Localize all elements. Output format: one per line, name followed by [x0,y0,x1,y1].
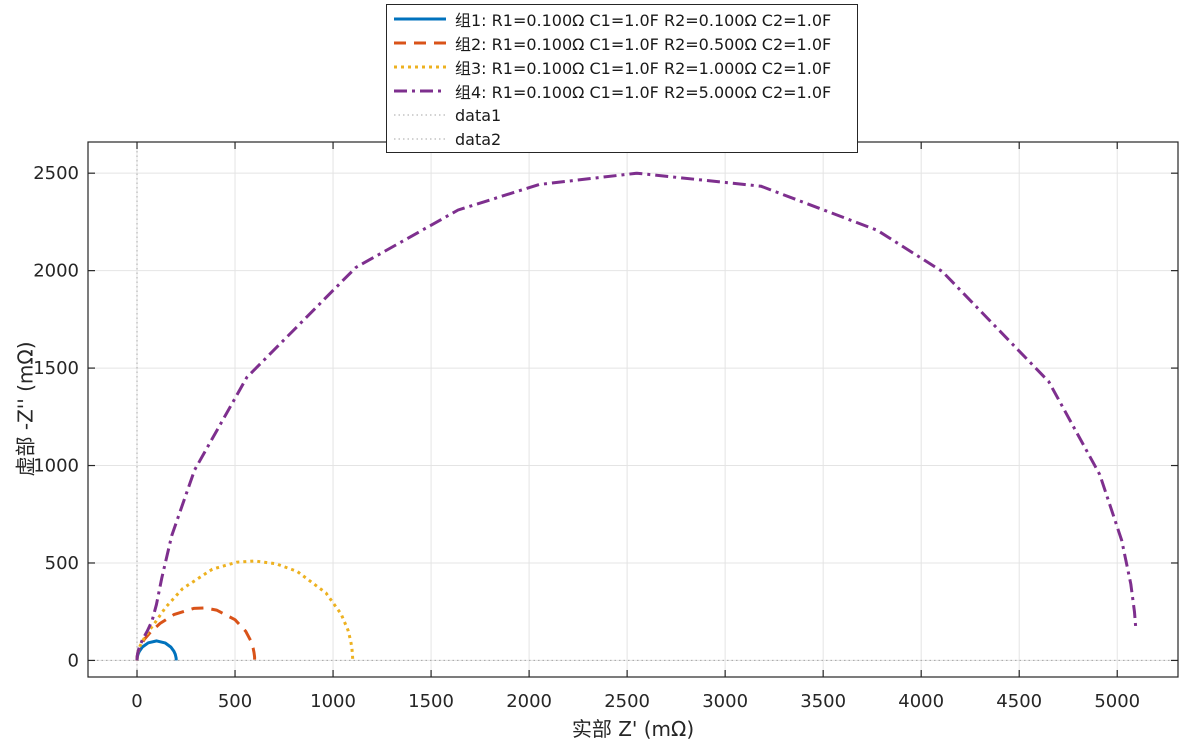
x-tick-label: 5000 [1094,691,1140,712]
y-tick-label: 2000 [33,261,79,282]
legend-item: 组2: R1=0.100Ω C1=1.0F R2=0.500Ω C2=1.0F [387,31,857,55]
legend-item: data2 [387,127,857,151]
series-curve-4 [135,171,1138,662]
x-tick-label: 2000 [506,691,552,712]
legend: 组1: R1=0.100Ω C1=1.0F R2=0.100Ω C2=1.0F 组… [386,4,858,153]
y-axis-label: 虚部 -Z'' (mΩ) [13,341,38,477]
x-tick-label: 3000 [702,691,748,712]
y-tick-label: 500 [45,553,79,574]
legend-item-label: 组4: R1=0.100Ω C1=1.0F R2=5.000Ω C2=1.0F [455,83,832,102]
y-tick-label: 1000 [33,456,79,477]
x-tick-label: 3500 [800,691,846,712]
x-tick-label: 1000 [310,691,356,712]
series-curve-2 [135,606,257,662]
legend-item-label: 组3: R1=0.100Ω C1=1.0F R2=1.000Ω C2=1.0F [455,59,832,78]
x-tick-label: 4500 [996,691,1042,712]
x-tick-label: 2500 [604,691,650,712]
legend-line-sample [394,89,446,93]
legend-line-sample [394,17,446,21]
legend-item-label: data1 [455,105,502,125]
axes-frame [87,141,1179,678]
x-tick-label: 500 [218,691,252,712]
legend-item: 组4: R1=0.100Ω C1=1.0F R2=5.000Ω C2=1.0F [387,79,857,103]
x-tick-label: 4000 [898,691,944,712]
legend-item-label: data2 [455,129,502,149]
legend-item: data1 [387,103,857,127]
x-tick-label: 0 [131,691,142,712]
legend-item-label: 组2: R1=0.100Ω C1=1.0F R2=0.500Ω C2=1.0F [455,35,832,54]
legend-item: 组1: R1=0.100Ω C1=1.0F R2=0.100Ω C2=1.0F [387,7,857,31]
x-tick-label: 1500 [408,691,454,712]
series-curve-1 [135,639,178,662]
legend-item: 组3: R1=0.100Ω C1=1.0F R2=1.000Ω C2=1.0F [387,55,857,79]
y-tick-label: 0 [68,650,79,671]
legend-line-sample [394,138,446,140]
legend-line-sample [394,114,446,116]
y-tick-label: 2500 [33,163,79,184]
legend-line-sample [394,41,446,45]
y-tick-label: 1500 [33,358,79,379]
x-axis-label: 实部 Z' (mΩ) [571,717,695,741]
legend-item-label: 组1: R1=0.100Ω C1=1.0F R2=0.100Ω C2=1.0F [455,11,832,30]
legend-line-sample [394,65,446,69]
